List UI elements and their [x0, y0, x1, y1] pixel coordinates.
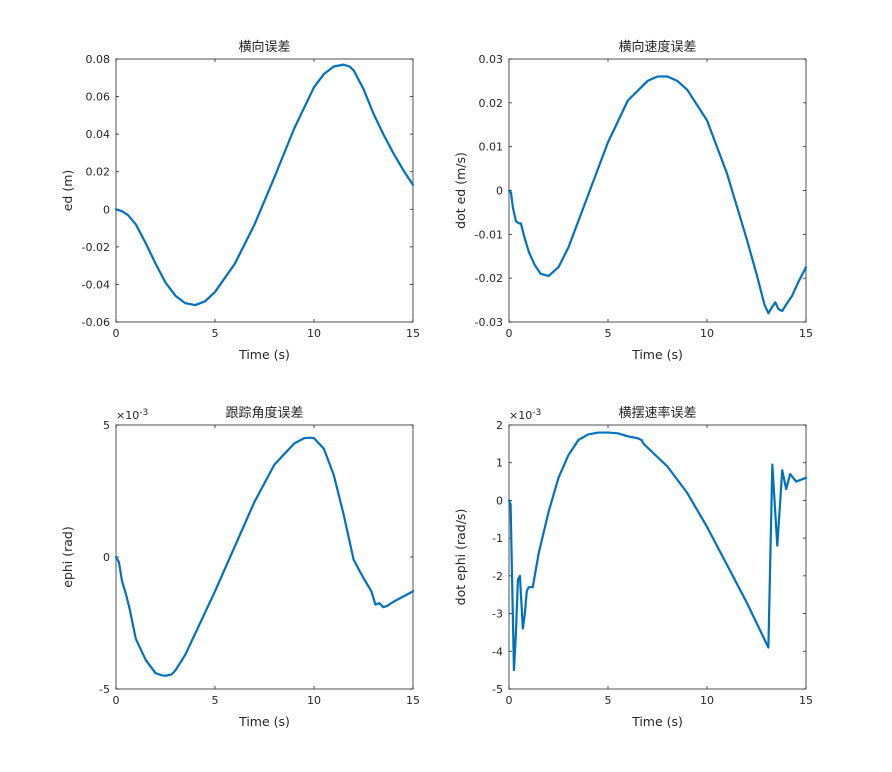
y-tick-label: 0.08 — [86, 53, 111, 66]
chart-title: 横向误差 — [238, 39, 290, 55]
series-line — [507, 431, 808, 672]
axes-box — [508, 424, 807, 690]
x-tick-label: 15 — [799, 327, 813, 340]
x-axis-label: Time (s) — [631, 347, 683, 362]
x-tick-label: 10 — [700, 694, 714, 707]
x-tick-label: 15 — [799, 694, 813, 707]
y-axis-label: ed (m) — [60, 170, 75, 212]
y-axis-label: dot ephi (rad/s) — [453, 509, 468, 606]
series-line — [114, 436, 415, 677]
y-tick-label: -0.06 — [82, 316, 110, 329]
x-tick-label: 0 — [506, 327, 513, 340]
x-tick-label: 5 — [212, 694, 219, 707]
axes-box — [115, 424, 414, 690]
y-tick-label: -5 — [99, 683, 110, 696]
y-tick-label: 0 — [103, 551, 110, 564]
y-exponent-label: ×10-3 — [509, 408, 541, 422]
x-tick-label: 5 — [605, 694, 612, 707]
x-tick-label: 5 — [212, 327, 219, 340]
y-tick-label: 0.02 — [86, 166, 111, 179]
x-tick-label: 5 — [605, 327, 612, 340]
y-tick-label: -0.01 — [475, 228, 503, 241]
y-tick-label: 2 — [496, 419, 503, 432]
axes-box — [508, 58, 807, 323]
x-tick-label: 0 — [113, 327, 120, 340]
plot-lateral-error: 0 5 10 15 -0.06 -0.04 -0.02 0 0.02 0.04 0.06 0.08 横向… — [60, 39, 420, 362]
axes-box — [115, 58, 414, 323]
x-tick-label: 15 — [406, 327, 420, 340]
x-tick-label: 10 — [307, 327, 321, 340]
y-tick-label: 0.06 — [86, 91, 111, 104]
y-tick-label: 1 — [496, 457, 503, 470]
chart-title: 跟踪角度误差 — [225, 405, 303, 421]
y-tick-label: -0.04 — [82, 278, 110, 291]
y-tick-label: 0.04 — [86, 128, 111, 141]
y-tick-label: 0.02 — [479, 97, 504, 110]
series-line — [507, 75, 808, 315]
y-tick-label: 0 — [103, 203, 110, 216]
x-tick-label: 10 — [307, 694, 321, 707]
y-tick-label: 0 — [496, 185, 503, 198]
y-tick-label: -0.02 — [82, 241, 110, 254]
x-axis-label: Time (s) — [631, 714, 683, 729]
x-axis-label: Time (s) — [238, 347, 290, 362]
plot-yaw-rate-error: 0 5 10 15 -5 -4 -3 -2 -1 0 1 2 ×10-3 横摆速率误差 Time (s) do… — [453, 405, 813, 729]
y-tick-label: -4 — [492, 645, 503, 658]
y-tick-label: 5 — [103, 419, 110, 432]
y-tick-label: -5 — [492, 683, 503, 696]
x-tick-label: 10 — [700, 327, 714, 340]
y-tick-label: -0.03 — [475, 316, 503, 329]
chart-title: 横摆速率误差 — [618, 405, 696, 421]
y-tick-label: 0 — [496, 494, 503, 507]
x-tick-label: 0 — [506, 694, 513, 707]
series-line — [114, 63, 415, 307]
y-tick-label: -3 — [492, 608, 503, 621]
y-exponent-label: ×10-3 — [116, 408, 148, 422]
x-tick-label: 0 — [113, 694, 120, 707]
chart-title: 横向速度误差 — [618, 39, 696, 55]
y-tick-label: -2 — [492, 570, 503, 583]
x-axis-label: Time (s) — [238, 714, 290, 729]
y-tick-label: -1 — [492, 532, 503, 545]
plot-lateral-velocity-error: 0 5 10 15 -0.03 -0.02 -0.01 0 0.01 0.02 0.03 横向速度误差… — [453, 39, 813, 362]
y-axis-label: dot ed (m/s) — [453, 152, 468, 229]
y-tick-label: -0.02 — [475, 272, 503, 285]
y-tick-label: 0.01 — [479, 141, 504, 154]
y-axis-label: ephi (rad) — [60, 526, 75, 587]
y-tick-label: 0.03 — [479, 53, 504, 66]
x-tick-label: 15 — [406, 694, 420, 707]
